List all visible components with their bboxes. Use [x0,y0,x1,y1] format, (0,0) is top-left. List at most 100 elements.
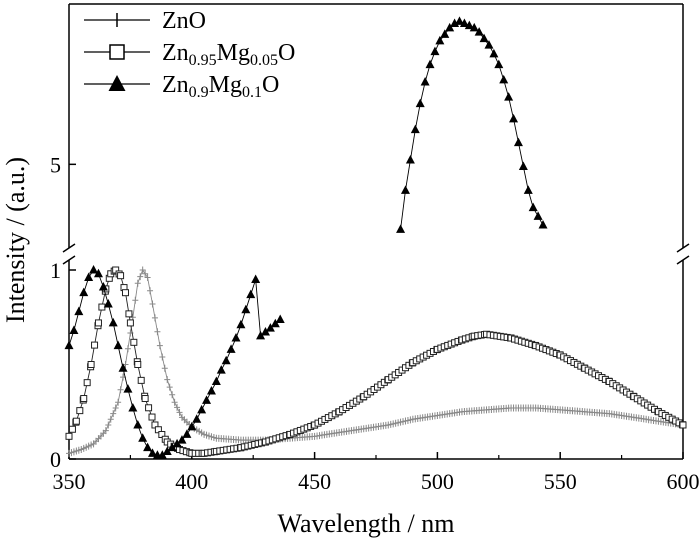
legend-entry-zno: ZnO [84,8,206,34]
legend-marker-icon [108,75,126,91]
data-point [115,398,122,406]
data-point [192,414,202,423]
data-point [164,376,171,384]
data-point [169,391,176,399]
data-point [265,323,275,332]
data-point [182,429,192,438]
data-point [83,379,91,387]
x-tick-label: 600 [667,469,700,494]
data-point [128,402,138,412]
data-point [396,224,406,233]
data-point [166,383,173,391]
series-ZnO [66,266,686,457]
data-point [450,18,460,27]
data-point [405,155,415,164]
data-point [143,442,153,452]
data-point [206,385,216,395]
data-point [241,304,251,314]
data-point [107,415,114,423]
data-point [236,319,246,329]
data-point [260,327,270,336]
data-point [410,124,420,134]
legend-label: Zn0.95Mg0.05O [162,40,295,69]
axis-break-mark [676,243,690,253]
data-point [211,376,221,386]
data-point [176,408,183,416]
data-point [464,20,474,30]
axis-break-mark [62,243,76,253]
data-point [197,404,207,414]
data-point [103,299,113,308]
data-point [479,33,489,43]
data-point [139,266,146,274]
y-tick-label: 1 [50,258,61,283]
data-point [137,273,144,281]
data-point [420,77,430,86]
x-tick-label: 450 [298,469,331,494]
data-point [513,137,523,147]
legend-entry-mg01: Zn0.9Mg0.1O [84,72,279,101]
data-point [256,330,266,340]
data-point [679,421,687,429]
data-point [108,317,118,327]
data-point [79,287,89,297]
data-point [275,314,285,323]
data-point [455,16,465,25]
data-point [112,404,119,412]
data-point [137,376,145,384]
data-point [499,74,509,84]
data-point [94,319,102,327]
data-point [68,425,76,433]
data-point [445,22,455,32]
data-point [474,27,484,36]
data-point [80,395,88,403]
x-tick-label: 550 [544,469,577,494]
data-point [147,287,154,295]
data-point [132,296,139,304]
data-point [142,270,149,278]
y-tick-label: 5 [50,152,61,177]
data-point [489,48,499,58]
data-point [435,35,445,45]
data-point [148,448,158,457]
data-point [415,98,425,108]
data-point [504,92,514,101]
data-point [154,328,161,336]
data-point [231,333,241,342]
data-point [425,59,435,69]
data-point [156,342,163,350]
data-point [76,407,84,415]
data-point [98,282,108,291]
data-point [528,202,538,212]
data-point [113,340,123,350]
data-point [138,433,148,442]
data-point [216,365,226,374]
data-point [87,361,95,368]
data-point [72,417,80,425]
x-tick-label: 400 [175,469,208,494]
data-point [171,398,178,406]
data-point [133,419,143,429]
data-point [162,446,172,455]
data-point [509,113,519,123]
axis-break-mark [676,255,690,265]
x-axis-title: Wavelength / nm [278,509,455,538]
data-point [105,421,112,429]
data-point [91,341,99,349]
data-point [167,442,177,452]
data-point [157,450,167,459]
data-point [430,46,440,56]
data-point [159,353,166,361]
data-point [110,410,117,418]
series-Zn0.95Mg0.05O [65,266,687,457]
x-axis: 350 400 450 500 550 600 [53,452,700,494]
data-point [469,22,479,32]
data-point [270,318,280,328]
data-point [89,265,99,274]
data-point [533,211,543,220]
data-point [149,300,156,308]
legend-label: Zn0.9Mg0.1O [162,72,279,101]
data-point [251,274,261,283]
data-point [145,404,153,412]
data-point [174,403,181,411]
